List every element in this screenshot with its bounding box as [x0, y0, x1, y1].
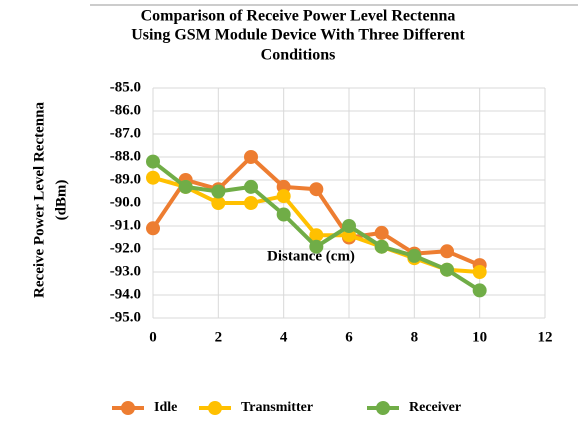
chart-title: Comparison of Receive Power Level Recten…	[141, 8, 456, 25]
x-tick-label: 4	[280, 329, 288, 345]
data-point	[440, 244, 454, 259]
data-point	[440, 262, 454, 277]
y-tick-label: -95.0	[110, 309, 141, 325]
data-point	[309, 239, 324, 254]
y-axis-label: (dBm)	[53, 180, 69, 221]
chart-title: Conditions	[261, 47, 336, 64]
data-point	[407, 248, 422, 263]
y-tick-label: -86.0	[110, 102, 141, 118]
y-tick-label: -85.0	[110, 79, 141, 95]
y-tick-label: -91.0	[110, 217, 141, 233]
annotation: Distance (cm)	[267, 248, 355, 264]
y-tick-label: -88.0	[110, 148, 141, 164]
y-tick-label: -87.0	[110, 125, 141, 141]
data-point	[374, 239, 389, 254]
data-point	[342, 219, 356, 233]
data-point	[244, 179, 258, 194]
legend-marker	[376, 401, 390, 415]
data-point	[374, 225, 389, 240]
data-point	[472, 283, 487, 298]
legend-marker	[208, 401, 222, 415]
data-point	[178, 179, 193, 194]
y-tick-label: -93.0	[110, 263, 141, 279]
x-tick-label: 6	[345, 329, 353, 345]
data-point	[276, 189, 291, 204]
data-point	[276, 207, 291, 222]
x-tick-label: 8	[411, 329, 419, 345]
data-point	[146, 154, 160, 169]
chart-title: Using GSM Module Device With Three Diffe…	[131, 27, 465, 44]
data-point	[309, 182, 324, 197]
y-tick-label: -89.0	[110, 171, 141, 187]
legend-label: Idle	[154, 400, 177, 415]
x-tick-label: 2	[215, 329, 223, 345]
data-point	[146, 170, 160, 185]
x-tick-label: 10	[472, 329, 487, 345]
y-axis-label: Receive Power Level Rectenna	[31, 102, 47, 298]
data-point	[472, 265, 487, 279]
y-tick-label: -92.0	[110, 240, 141, 256]
data-point	[146, 221, 160, 236]
y-tick-label: -90.0	[110, 194, 141, 210]
legend-label: Transmitter	[241, 400, 313, 415]
x-tick-label: 0	[149, 329, 157, 345]
y-tick-label: -94.0	[110, 286, 141, 302]
data-point	[211, 184, 226, 199]
data-point	[244, 150, 258, 164]
data-point	[309, 228, 324, 243]
x-tick-label: 12	[538, 329, 553, 345]
data-point	[244, 196, 258, 210]
legend-label: Receiver	[409, 400, 461, 415]
data-point	[211, 196, 226, 210]
legend-marker	[121, 401, 135, 415]
